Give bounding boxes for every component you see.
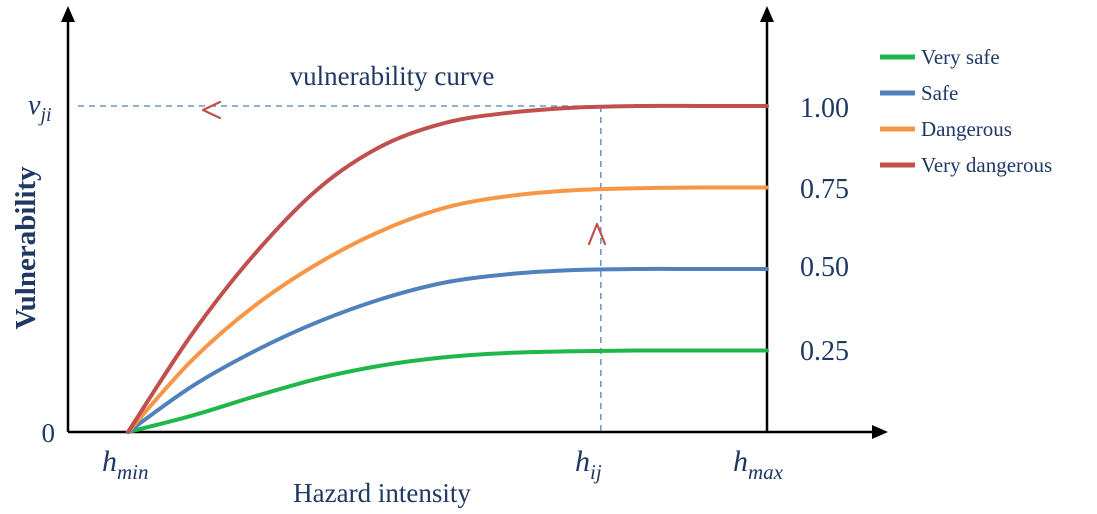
legend-label-dangerous: Dangerous (921, 117, 1012, 141)
x-axis-arrow (872, 425, 888, 439)
legend-label-very-dangerous: Very dangerous (921, 153, 1052, 177)
series-line-safe (126, 266, 769, 434)
legend: Very safe Safe Dangerous Very dangerous (880, 45, 1052, 177)
x-tick-h-min: hmin (102, 445, 149, 484)
x-tick-h-max-sub: max (748, 460, 784, 484)
x-tick-h-max-base: h (733, 445, 748, 478)
right-tick-0-25: 0.25 (800, 336, 849, 367)
v-ji-sub: ji (37, 104, 51, 126)
series-line-very-dangerous (126, 103, 769, 434)
series-curves (126, 103, 769, 434)
legend-label-safe: Safe (921, 81, 958, 105)
legend-label-very-safe: Very safe (921, 45, 1000, 69)
v-ji-label: vji (28, 90, 52, 126)
x-tick-h-min-base: h (102, 445, 117, 478)
right-tick-0-50: 0.50 (800, 252, 849, 283)
v-ji-base: v (28, 90, 41, 121)
y-axis-left-arrow (61, 6, 75, 22)
x-tick-h-ij: hij (575, 445, 602, 484)
series-line-very-safe (126, 348, 769, 434)
chart-title: vulnerability curve (290, 61, 495, 91)
up-arrowhead-marker (587, 222, 607, 246)
y-axis-label: Vulnerability (10, 166, 42, 330)
right-tick-1-00: 1.00 (800, 93, 849, 124)
right-tick-0-75: 0.75 (800, 174, 849, 205)
x-tick-h-ij-sub: ij (590, 460, 602, 484)
y-axis-right-arrow (760, 6, 774, 22)
x-tick-h-max: hmax (733, 445, 784, 484)
x-axis-label: Hazard intensity (293, 478, 471, 508)
x-tick-h-min-sub: min (117, 460, 149, 484)
series-line-dangerous (126, 185, 769, 434)
left-arrowhead-marker (201, 100, 222, 120)
y-origin-label: 0 (42, 418, 56, 448)
x-tick-h-ij-base: h (575, 445, 590, 478)
